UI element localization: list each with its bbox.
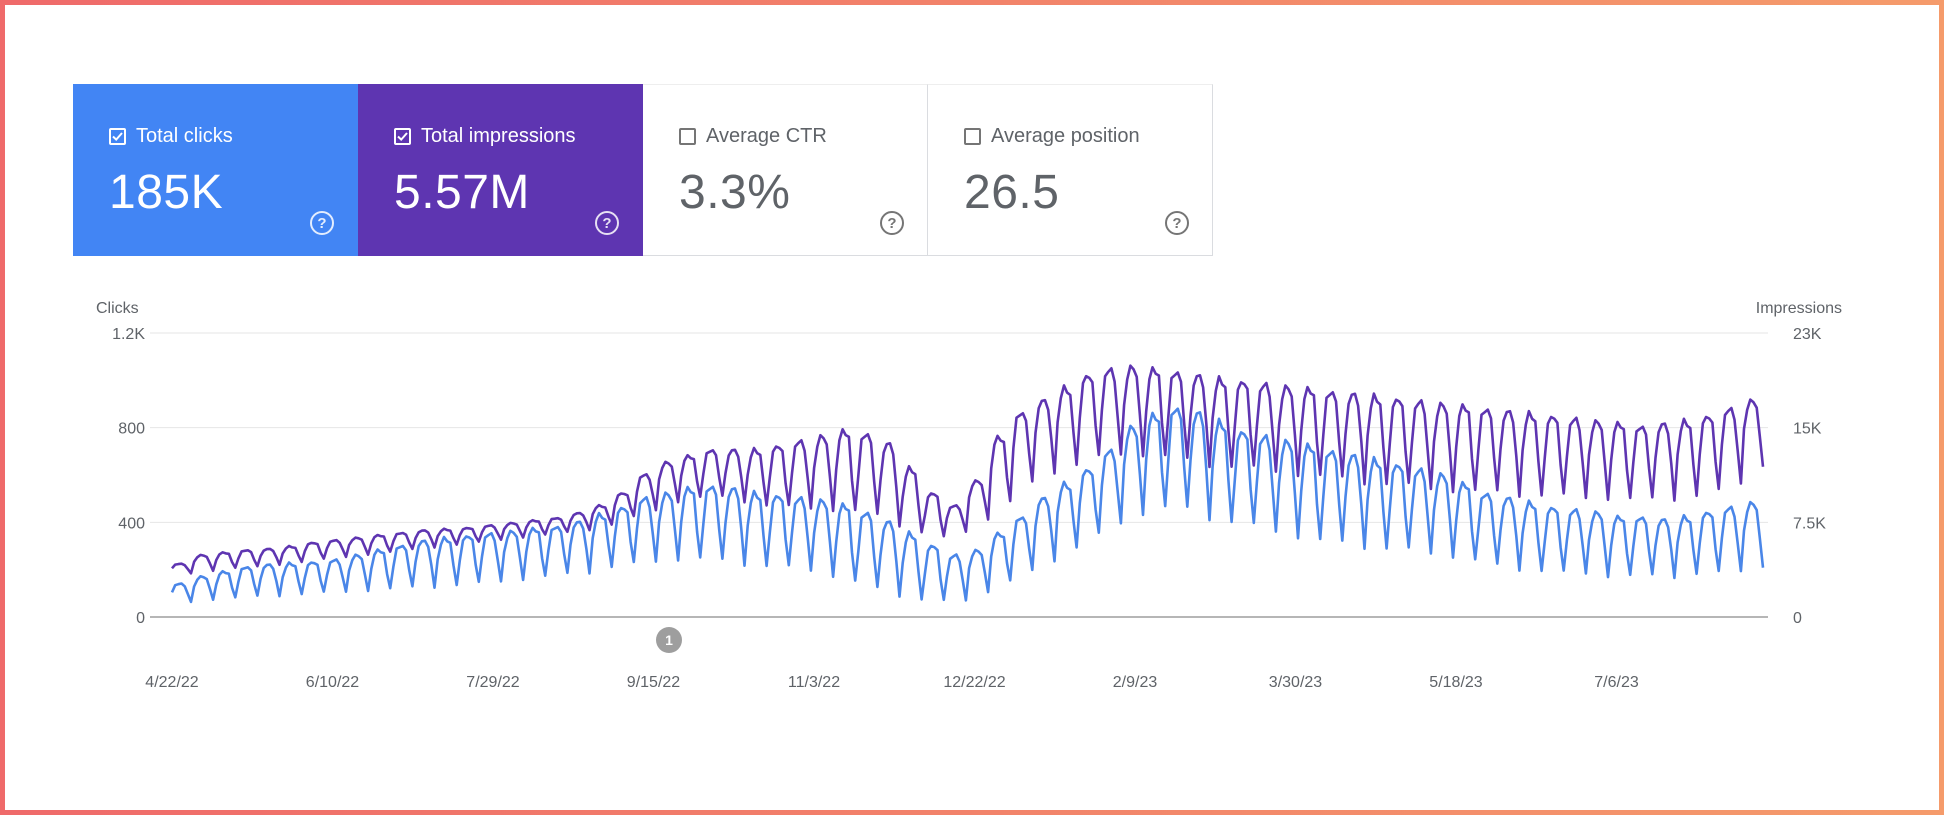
help-icon[interactable]: ?	[880, 211, 904, 235]
total-clicks-checkbox[interactable]	[109, 128, 126, 145]
total-impressions-checkbox[interactable]	[394, 128, 411, 145]
clicks-series-line	[170, 407, 1765, 604]
right-tick-label: 23K	[1793, 326, 1822, 343]
average-position-card[interactable]: Average position 26.5 ?	[928, 84, 1213, 256]
x-tick-label: 7/6/23	[1594, 674, 1639, 691]
x-tick-label: 3/30/23	[1269, 674, 1322, 691]
average-position-value: 26.5	[964, 166, 1060, 219]
right-tick-label: 0	[1793, 610, 1802, 627]
help-icon[interactable]: ?	[310, 211, 334, 235]
x-tick-label: 4/22/22	[145, 674, 198, 691]
annotation-marker[interactable]: 1	[656, 627, 682, 653]
right-tick-label: 7.5K	[1793, 515, 1826, 532]
left-axis-ticks: 0 400 800 1.2K	[112, 326, 145, 627]
x-tick-label: 12/22/22	[943, 674, 1005, 691]
total-impressions-label: Total impressions	[421, 125, 576, 147]
x-tick-label: 11/3/22	[788, 674, 840, 691]
gridlines	[150, 332, 1768, 618]
right-axis-ticks: 0 7.5K 15K 23K	[1793, 326, 1826, 627]
total-clicks-label: Total clicks	[136, 125, 233, 147]
right-tick-label: 15K	[1793, 421, 1822, 438]
left-tick-label: 800	[118, 421, 145, 438]
total-impressions-card[interactable]: Total impressions 5.57M ?	[358, 84, 643, 256]
total-clicks-value: 185K	[109, 166, 224, 219]
right-axis-title: Impressions	[1756, 300, 1842, 317]
impressions-series-line	[171, 364, 1765, 575]
checkmark-icon	[397, 132, 408, 142]
x-tick-label: 9/15/22	[627, 674, 680, 691]
annotation-label: 1	[665, 632, 673, 648]
total-impressions-label-row: Total impressions	[394, 125, 576, 148]
x-tick-label: 7/29/22	[466, 674, 519, 691]
x-tick-label: 2/9/23	[1113, 674, 1158, 691]
average-position-checkbox[interactable]	[964, 128, 981, 145]
average-ctr-label-row: Average CTR	[679, 125, 827, 148]
average-ctr-label: Average CTR	[706, 125, 827, 147]
total-clicks-card[interactable]: Total clicks 185K ?	[73, 84, 358, 256]
metric-cards: Total clicks 185K ? Total impressions 5.…	[73, 84, 1213, 256]
total-clicks-label-row: Total clicks	[109, 125, 233, 148]
help-icon[interactable]: ?	[595, 211, 619, 235]
x-tick-label: 6/10/22	[306, 674, 359, 691]
left-axis-title: Clicks	[96, 300, 139, 317]
average-position-label-row: Average position	[964, 125, 1140, 148]
average-ctr-card[interactable]: Average CTR 3.3% ?	[643, 84, 928, 256]
checkmark-icon	[112, 132, 123, 142]
annotation-circle	[656, 627, 682, 653]
average-ctr-checkbox[interactable]	[679, 128, 696, 145]
left-tick-label: 1.2K	[112, 326, 145, 343]
average-position-label: Average position	[991, 125, 1140, 147]
x-axis-labels: 4/22/22 6/10/22 7/29/22 9/15/22 11/3/22 12/22…	[145, 674, 1639, 691]
total-impressions-value: 5.57M	[394, 166, 530, 219]
help-icon[interactable]: ?	[1165, 211, 1189, 235]
average-ctr-value: 3.3%	[679, 166, 791, 219]
x-tick-label: 5/18/23	[1429, 674, 1482, 691]
left-tick-label: 400	[118, 515, 145, 532]
series-layer	[170, 364, 1765, 604]
left-tick-label: 0	[136, 610, 145, 627]
